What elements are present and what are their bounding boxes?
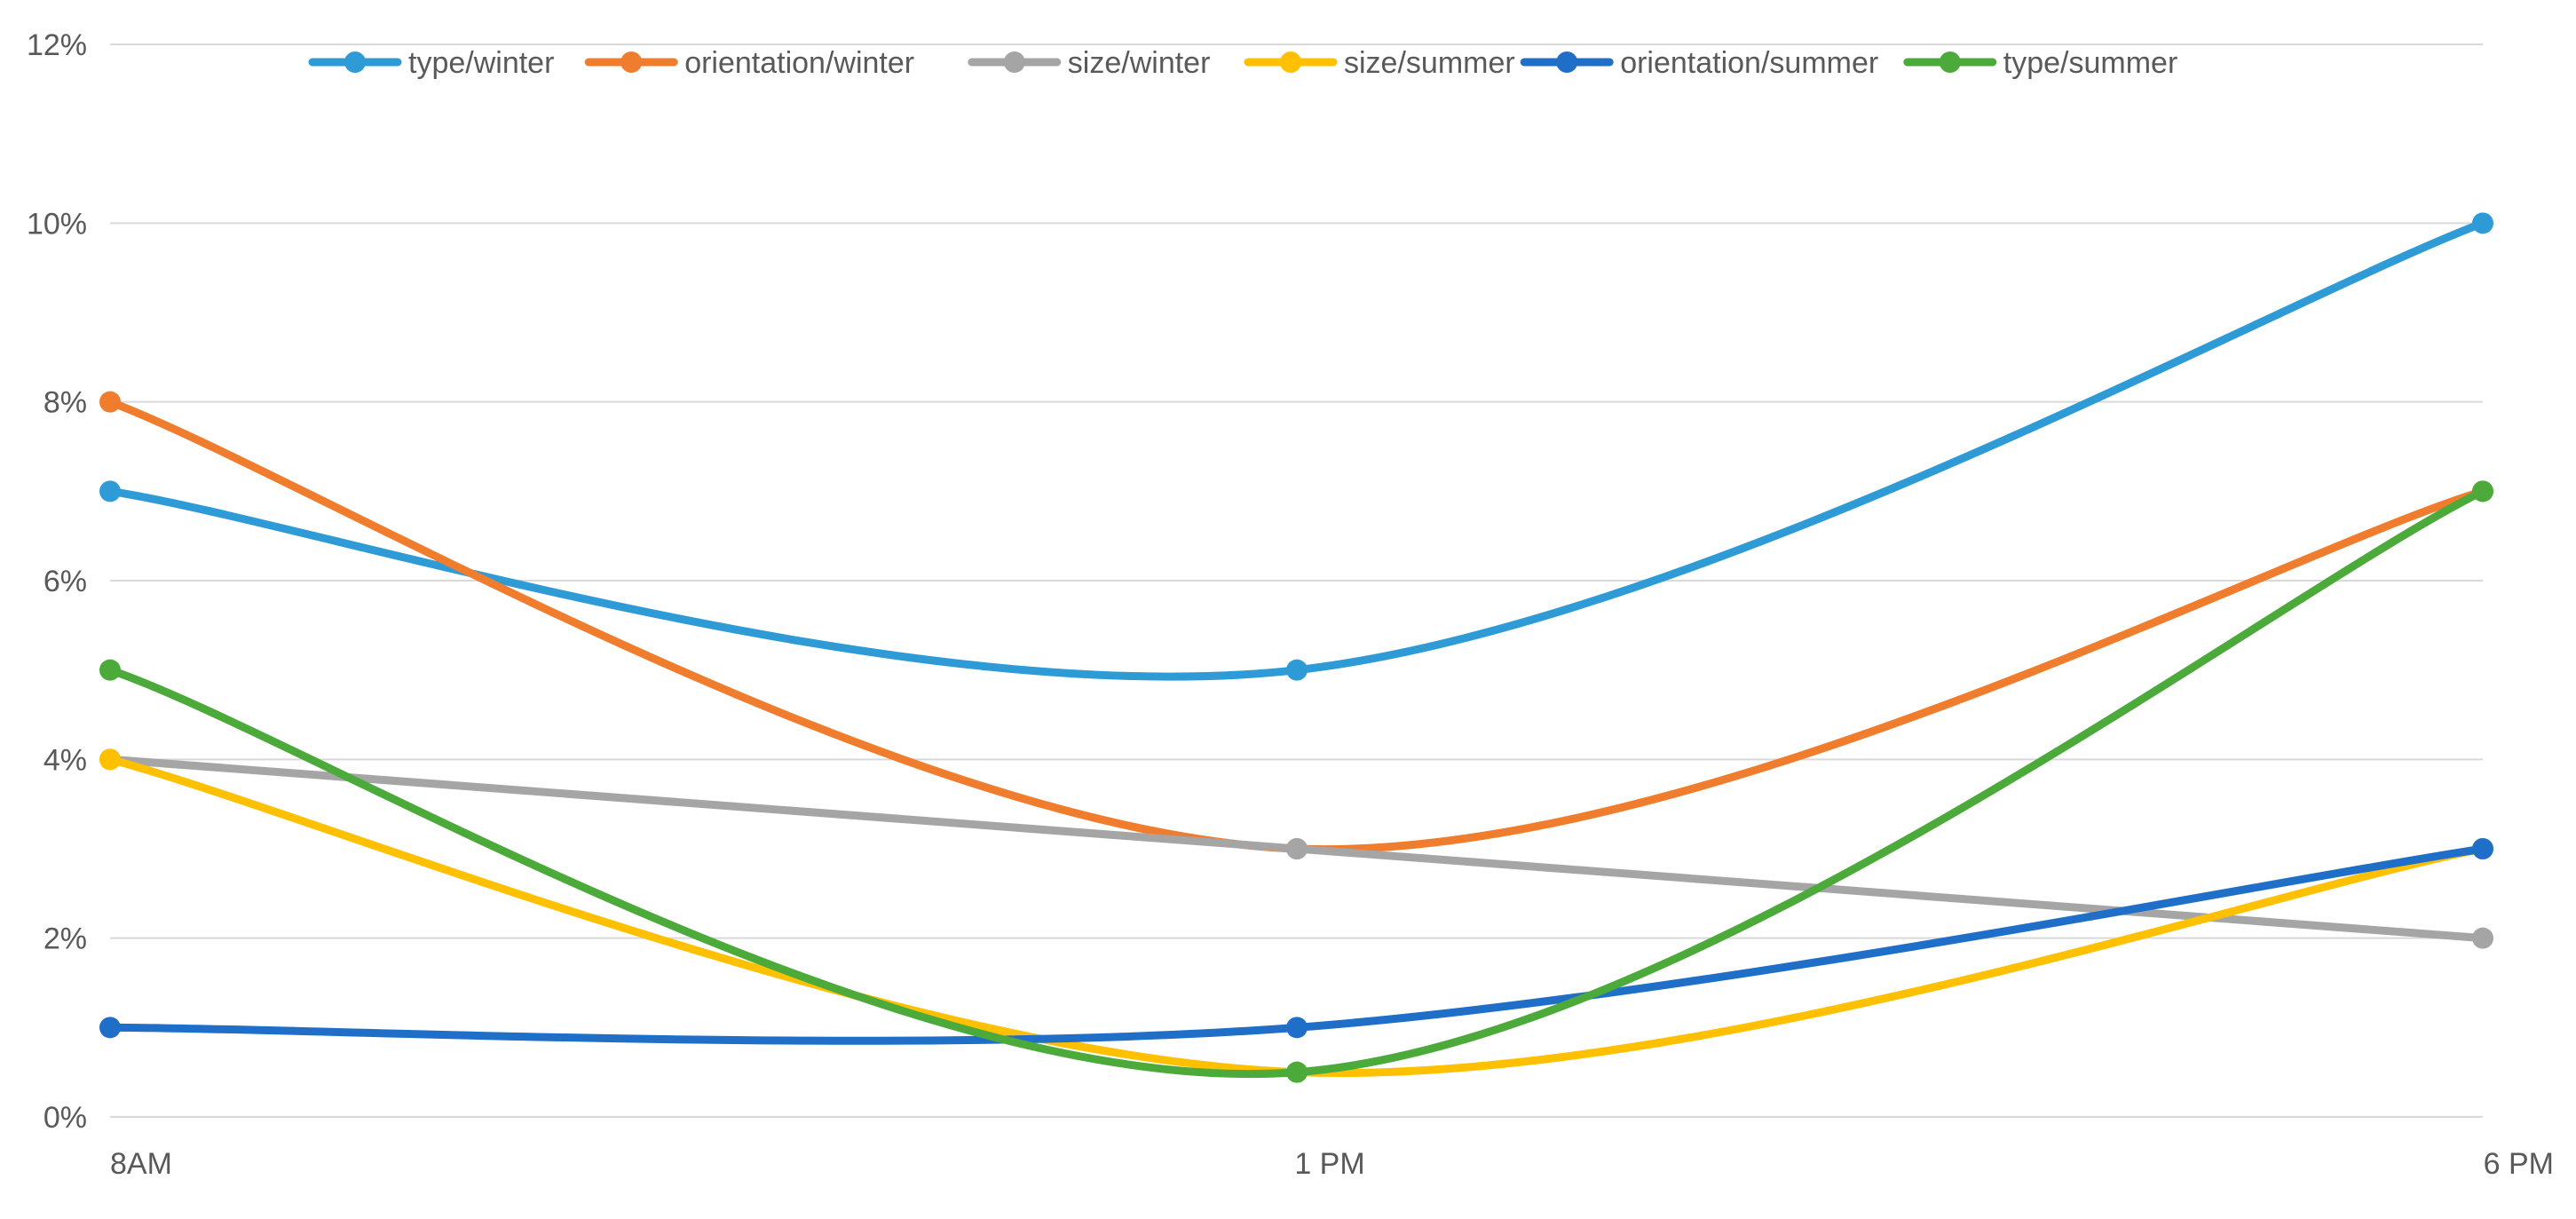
data-point-type-summer-2: [2472, 480, 2493, 503]
data-point-orientation-summer-2: [2472, 838, 2493, 859]
series-type-summer: [99, 480, 2493, 1083]
x-axis-tick-labels: 8AM 1 PM 6 PM: [110, 1147, 2554, 1181]
legend: type/winter orientation/winter size/winter…: [308, 46, 2178, 80]
legend-swatch-marker: [1003, 51, 1025, 73]
y-tick-label: 0%: [43, 1101, 87, 1135]
series-line-type-winter: [106, 218, 2487, 681]
series-lines: [99, 212, 2493, 1083]
legend-label: type/winter: [408, 46, 554, 80]
legend-item-type-winter: type/winter: [308, 46, 554, 80]
legend-swatch-marker: [620, 51, 643, 73]
y-tick-label: 8%: [43, 386, 87, 420]
legend-item-size-winter: size/winter: [968, 46, 1211, 80]
legend-label: type/summer: [2003, 46, 2178, 80]
series-size-winter: [99, 748, 2493, 949]
legend-label: orientation/summer: [1620, 46, 1878, 80]
legend-item-type-summer: type/summer: [1903, 46, 2178, 80]
series-line-orientation-winter: [106, 398, 2487, 854]
data-point-type-summer-0: [99, 659, 121, 681]
x-tick-label: 6 PM: [2484, 1147, 2554, 1181]
series-orientation-summer: [99, 838, 2493, 1045]
legend-label: size/summer: [1344, 46, 1515, 80]
data-point-orientation-summer-0: [99, 1017, 121, 1039]
legend-swatch-marker: [1939, 51, 1961, 73]
legend-label: orientation/winter: [684, 46, 914, 80]
legend-item-orientation-summer: orientation/summer: [1520, 46, 1878, 80]
legend-swatch-marker: [1556, 51, 1578, 73]
gridlines: [110, 44, 2483, 1118]
data-point-orientation-winter-0: [99, 391, 121, 413]
y-tick-label: 6%: [43, 565, 87, 598]
legend-item-size-summer: size/summer: [1244, 46, 1515, 80]
y-axis-tick-labels: 0% 2% 4% 6% 8% 10% 12%: [27, 28, 87, 1135]
y-tick-label: 4%: [43, 743, 87, 777]
legend-label: size/winter: [1068, 46, 1211, 80]
data-point-size-winter-2: [2472, 927, 2493, 949]
legend-item-orientation-winter: orientation/winter: [584, 46, 914, 80]
legend-swatch-marker: [344, 51, 366, 73]
y-tick-label: 10%: [27, 207, 87, 241]
x-tick-label: 8AM: [110, 1147, 172, 1181]
y-tick-label: 12%: [27, 28, 87, 62]
y-tick-label: 2%: [43, 922, 87, 956]
data-point-type-winter-0: [99, 480, 121, 503]
data-point-size-summer-0: [99, 748, 121, 771]
data-point-type-winter-2: [2472, 212, 2493, 234]
series-type-winter: [99, 212, 2493, 681]
data-point-type-summer-1: [1286, 1061, 1308, 1083]
x-tick-label: 1 PM: [1294, 1147, 1364, 1181]
data-point-size-winter-1: [1286, 838, 1308, 859]
data-point-orientation-summer-1: [1286, 1017, 1308, 1039]
data-point-type-winter-1: [1286, 659, 1308, 681]
legend-swatch-marker: [1280, 51, 1301, 73]
